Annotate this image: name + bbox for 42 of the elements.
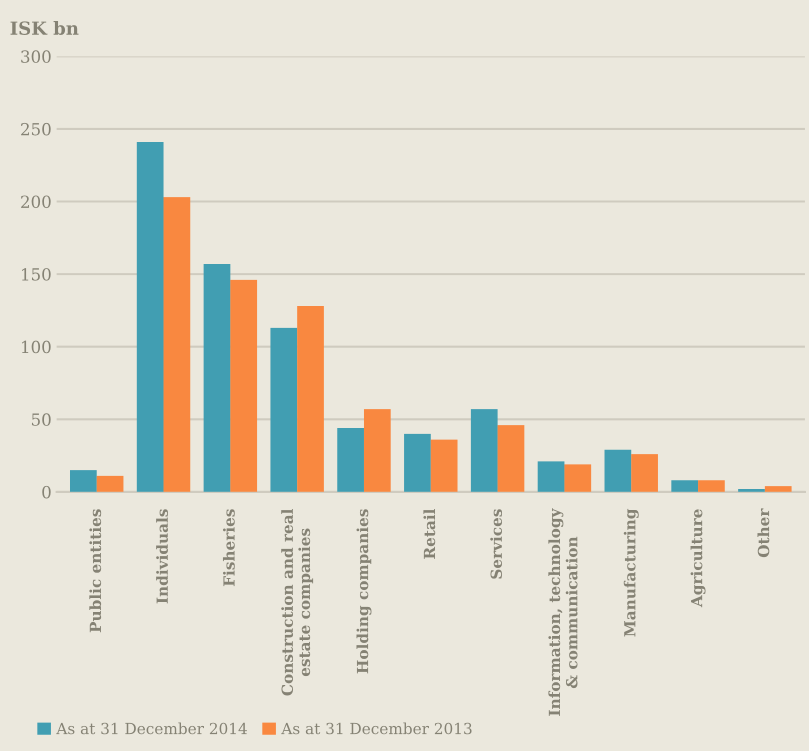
y-axis-title: ISK bn xyxy=(10,21,79,36)
bar xyxy=(698,480,725,492)
x-tick-label: Other xyxy=(757,508,770,558)
bar xyxy=(96,476,124,492)
legend-label: As at 31 December 2014 xyxy=(56,722,247,734)
bar xyxy=(430,440,458,492)
x-tick-label: Holding companies xyxy=(356,509,372,674)
y-tick-label: 0 xyxy=(42,486,51,498)
bar xyxy=(297,306,324,492)
x-tick-label: Fisheries xyxy=(222,509,235,586)
x-tick-label: Retail xyxy=(423,508,436,559)
y-tick-label: 100 xyxy=(22,340,51,354)
bar xyxy=(671,480,698,492)
bar xyxy=(498,425,524,492)
y-tick-label: 150 xyxy=(22,268,51,281)
bar xyxy=(136,142,164,492)
bar xyxy=(470,409,498,492)
bar xyxy=(538,461,564,492)
y-tick-label: 200 xyxy=(21,195,51,208)
bar xyxy=(364,409,391,492)
bar xyxy=(164,197,190,492)
bar xyxy=(631,454,658,492)
bar xyxy=(230,280,258,492)
legend-label: As at 31 December 2013 xyxy=(281,722,472,734)
x-tick-label: Individuals xyxy=(156,509,168,604)
x-tick-label: Manufacturing xyxy=(624,508,639,637)
x-tick-label: Construction and real estate companies xyxy=(281,508,314,696)
y-tick-label: 250 xyxy=(21,122,51,136)
x-tick-label: Agriculture xyxy=(690,509,706,608)
x-tick-label: Public entities xyxy=(89,509,102,632)
bar xyxy=(404,434,431,492)
y-tick-label: 50 xyxy=(32,413,51,426)
bar xyxy=(604,450,632,492)
bar xyxy=(270,328,298,492)
x-tick-label: Information, technology & communication xyxy=(548,508,578,716)
bar xyxy=(70,470,97,492)
bar xyxy=(564,464,592,492)
bar xyxy=(204,264,230,492)
bar xyxy=(337,428,364,492)
y-tick-label: 300 xyxy=(21,50,51,63)
x-tick-label: Services xyxy=(490,509,502,579)
bar xyxy=(764,486,792,492)
